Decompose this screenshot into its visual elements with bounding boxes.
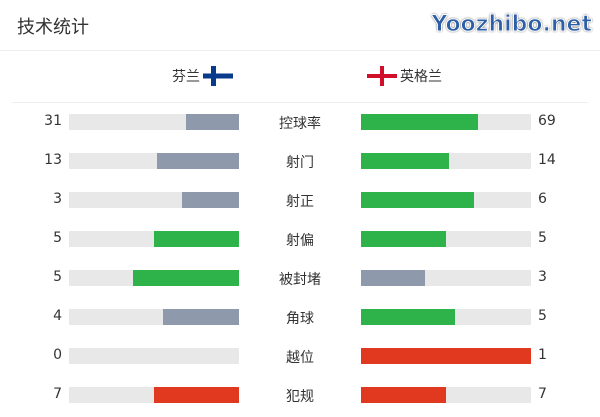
away-bar-track <box>361 153 531 169</box>
away-bar-fill <box>361 348 531 364</box>
stat-row: 3 射正 6 <box>0 191 600 210</box>
home-bar-fill <box>182 192 239 208</box>
home-bar-track <box>69 387 239 403</box>
stat-label: 射偏 <box>286 233 314 249</box>
stat-row: 31 控球率 69 <box>0 113 600 132</box>
home-value: 4 <box>53 308 62 324</box>
away-value: 1 <box>538 347 547 363</box>
away-bar-track <box>361 114 531 130</box>
home-value: 13 <box>44 152 62 168</box>
away-bar-fill <box>361 387 446 403</box>
home-bar-track <box>69 348 239 364</box>
watermark: Yoozhibo.net <box>431 12 592 38</box>
stat-label: 越位 <box>286 350 314 366</box>
stat-label: 被封堵 <box>279 272 321 288</box>
stat-label: 射正 <box>286 194 314 210</box>
stat-row: 4 角球 5 <box>0 308 600 327</box>
england-flag-icon <box>367 66 397 86</box>
home-bar-fill <box>163 309 239 325</box>
home-bar-track <box>69 114 239 130</box>
home-bar-fill <box>154 231 239 247</box>
home-value: 0 <box>53 347 62 363</box>
finland-flag-icon <box>203 66 233 86</box>
away-bar-fill <box>361 231 446 247</box>
away-bar-fill <box>361 114 479 130</box>
stat-row: 5 被封堵 3 <box>0 269 600 288</box>
away-bar-track <box>361 192 531 208</box>
away-bar-fill <box>361 309 456 325</box>
away-team: 英格兰 <box>367 66 442 86</box>
stat-row: 5 射偏 5 <box>0 230 600 249</box>
section-title: 技术统计 <box>17 17 89 38</box>
home-team-name: 芬兰 <box>172 69 200 85</box>
home-value: 3 <box>53 191 62 207</box>
away-team-name: 英格兰 <box>400 69 442 85</box>
away-bar-track <box>361 348 531 364</box>
home-bar-fill <box>186 114 239 130</box>
away-value: 6 <box>538 191 547 207</box>
stat-row: 7 犯规 7 <box>0 386 600 405</box>
home-bar-fill <box>157 153 239 169</box>
stat-row: 0 越位 1 <box>0 347 600 366</box>
away-value: 7 <box>538 386 547 402</box>
stat-label: 控球率 <box>279 116 321 132</box>
divider <box>12 102 588 103</box>
home-bar-track <box>69 192 239 208</box>
away-value: 3 <box>538 269 547 285</box>
stat-label: 角球 <box>286 311 314 327</box>
away-bar-track <box>361 309 531 325</box>
away-bar-fill <box>361 270 425 286</box>
away-value: 69 <box>538 113 556 129</box>
divider <box>0 50 600 51</box>
away-value: 5 <box>538 230 547 246</box>
away-bar-track <box>361 270 531 286</box>
home-value: 5 <box>53 269 62 285</box>
home-team: 芬兰 <box>172 66 233 86</box>
stat-label: 犯规 <box>286 389 314 405</box>
home-bar-track <box>69 309 239 325</box>
away-bar-fill <box>361 153 450 169</box>
home-bar-fill <box>154 387 239 403</box>
home-value: 7 <box>53 386 62 402</box>
away-value: 14 <box>538 152 556 168</box>
stat-row: 13 射门 14 <box>0 152 600 171</box>
home-bar-track <box>69 270 239 286</box>
away-bar-track <box>361 231 531 247</box>
away-bar-fill <box>361 192 475 208</box>
stat-label: 射门 <box>286 155 314 171</box>
home-value: 5 <box>53 230 62 246</box>
home-bar-track <box>69 153 239 169</box>
home-bar-fill <box>132 270 239 286</box>
home-bar-track <box>69 231 239 247</box>
away-bar-track <box>361 387 531 403</box>
away-value: 5 <box>538 308 547 324</box>
home-value: 31 <box>44 113 62 129</box>
